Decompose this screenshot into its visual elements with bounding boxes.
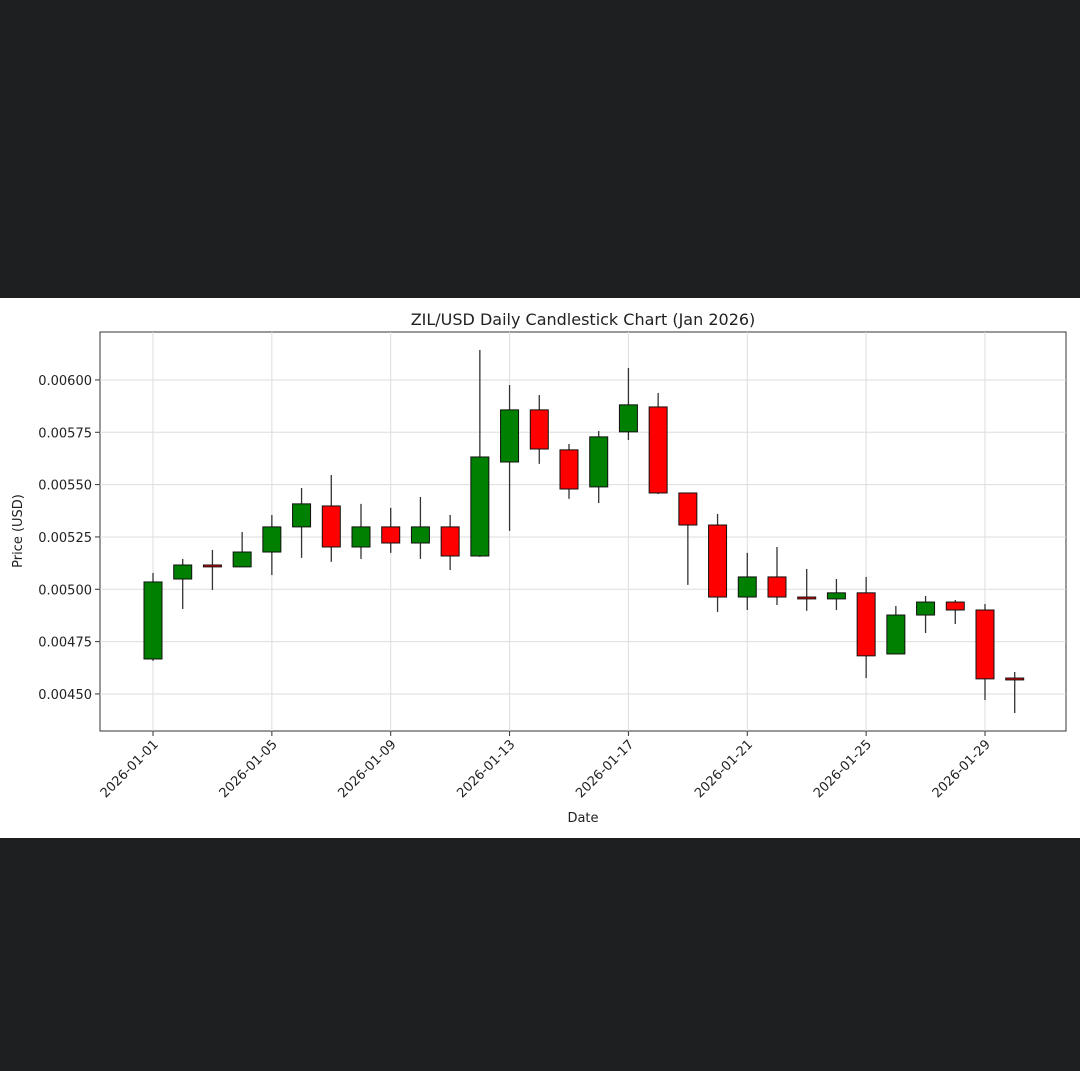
candle-body (737, 576, 757, 598)
candle-body (143, 581, 163, 660)
plot-frame (99, 331, 1067, 732)
candle-body (381, 526, 401, 544)
candle-body (440, 526, 460, 557)
candle-body (767, 576, 787, 598)
chart-panel (0, 298, 1080, 838)
candle-body (648, 406, 668, 494)
y-tick-label: 0.00475 (38, 636, 92, 651)
candle-body (321, 505, 341, 548)
candle-body (292, 503, 312, 528)
candle-body (559, 449, 579, 490)
candle-body (232, 551, 252, 568)
y-axis-label: Price (USD) (11, 494, 26, 568)
y-tick-label: 0.00550 (38, 479, 92, 494)
candle-body (797, 596, 817, 600)
candle-body (856, 592, 876, 657)
candle-body (826, 592, 846, 600)
chart-title: ZIL/USD Daily Candlestick Chart (Jan 202… (411, 310, 756, 329)
y-tick-label: 0.00600 (38, 374, 92, 389)
candle-body (708, 524, 728, 598)
candle-body (202, 564, 222, 568)
y-tick-label: 0.00500 (38, 583, 92, 598)
candle-body (618, 404, 638, 433)
y-tick-label: 0.00575 (38, 426, 92, 441)
candle-body (173, 564, 193, 580)
candle-body (262, 526, 282, 553)
candle-body (351, 526, 371, 548)
candle-body (916, 601, 936, 616)
y-tick-label: 0.00450 (38, 688, 92, 703)
candle-body (589, 436, 609, 488)
candle-body (886, 614, 906, 655)
candle-body (975, 609, 995, 680)
candle-body (500, 409, 520, 463)
candle-body (1005, 677, 1025, 681)
candle-body (945, 601, 965, 611)
candle-body (678, 492, 698, 526)
candle-body (470, 456, 490, 557)
candle-body (410, 526, 430, 544)
candle-body (529, 409, 549, 450)
x-axis-label: Date (567, 811, 598, 826)
y-tick-label: 0.00525 (38, 531, 92, 546)
